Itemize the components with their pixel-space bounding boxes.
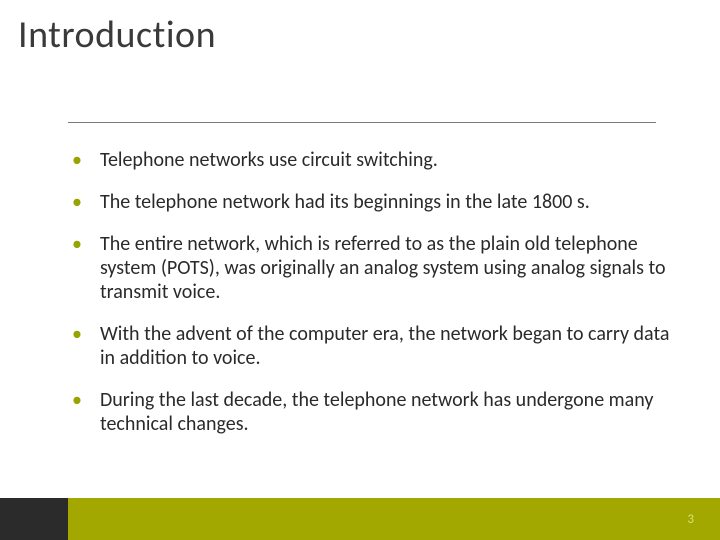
- bullet-item: • Telephone networks use circuit switchi…: [72, 148, 670, 172]
- slide: Introduction • Telephone networks use ci…: [0, 0, 720, 540]
- bullet-list: • Telephone networks use circuit switchi…: [72, 148, 670, 454]
- title-divider: [68, 122, 656, 123]
- bullet-item: • The telephone network had its beginnin…: [72, 190, 670, 214]
- bullet-text: During the last decade, the telephone ne…: [100, 388, 670, 436]
- bullet-marker-icon: •: [72, 232, 82, 256]
- bullet-text: The entire network, which is referred to…: [100, 232, 670, 304]
- bullet-text: With the advent of the computer era, the…: [100, 322, 670, 370]
- bullet-item: • During the last decade, the telephone …: [72, 388, 670, 436]
- bullet-marker-icon: •: [72, 322, 82, 346]
- bullet-text: Telephone networks use circuit switching…: [100, 148, 438, 172]
- bullet-marker-icon: •: [72, 190, 82, 214]
- bullet-marker-icon: •: [72, 388, 82, 412]
- bullet-item: • The entire network, which is referred …: [72, 232, 670, 304]
- bullet-item: • With the advent of the computer era, t…: [72, 322, 670, 370]
- page-number: 3: [687, 512, 694, 527]
- footer-olive-block: 3: [68, 498, 720, 540]
- footer-bar: 3: [0, 498, 720, 540]
- bullet-text: The telephone network had its beginnings…: [100, 190, 590, 214]
- slide-title: Introduction: [0, 0, 720, 58]
- bullet-marker-icon: •: [72, 148, 82, 172]
- footer-dark-block: [0, 498, 68, 540]
